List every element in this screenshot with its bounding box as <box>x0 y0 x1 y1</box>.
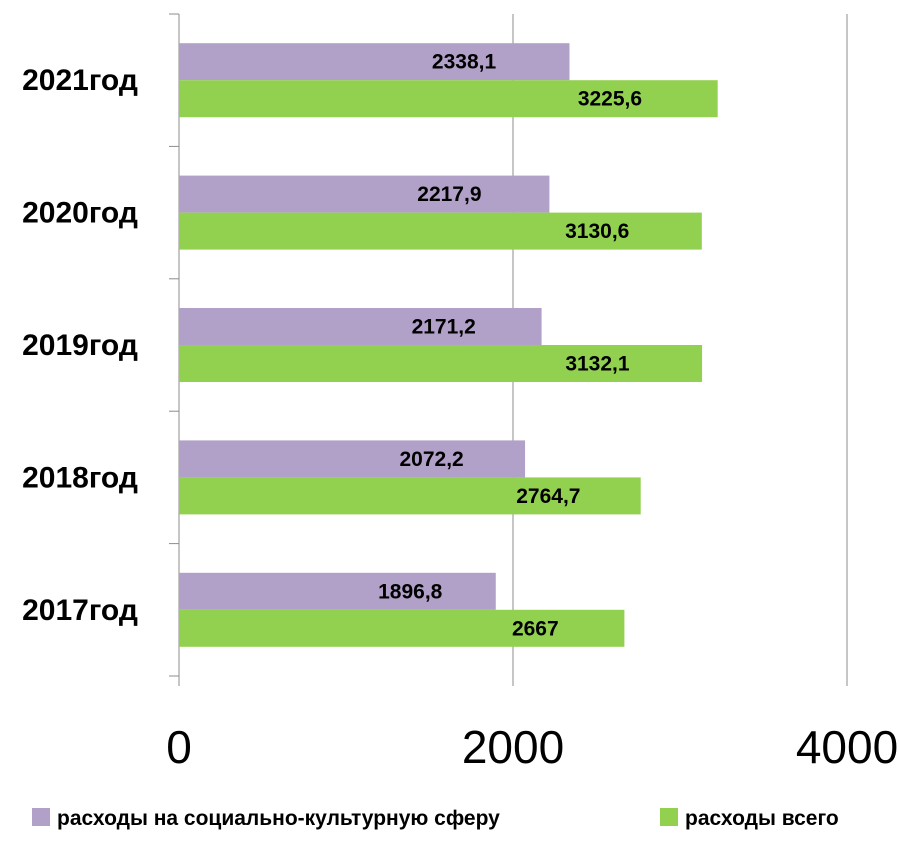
value-labels: 1896,8 2667 2072,2 2764,7 2171,2 3132,1 2217,9… <box>378 51 642 641</box>
category-labels: 2017год 2018год 2019год 2020год 2021год <box>22 64 138 627</box>
value-label-social-cultural: 2171,2 <box>412 316 476 339</box>
value-label-social-cultural: 1896,8 <box>378 580 443 603</box>
x-tick-label: 4000 <box>796 721 898 773</box>
bar-social-cultural <box>179 175 550 213</box>
category-label: 2017год <box>22 594 138 627</box>
value-label-social-cultural: 2217,9 <box>417 183 481 206</box>
value-label-total: 3130,6 <box>565 220 629 243</box>
bar-social-cultural <box>179 572 496 610</box>
value-label-total: 3225,6 <box>578 88 642 111</box>
value-label-total: 3132,1 <box>565 353 630 376</box>
legend-label-social-cultural: расходы на социально-культурную сферу <box>57 807 500 830</box>
legend-label-total: расходы всего <box>685 807 839 830</box>
x-tick-label: 0 <box>166 721 192 773</box>
value-label-social-cultural: 2338,1 <box>432 51 497 74</box>
category-label: 2021год <box>22 64 138 97</box>
legend-swatch-total <box>660 808 678 826</box>
value-label-total: 2667 <box>512 617 559 640</box>
bar-total <box>179 80 718 118</box>
bar-total <box>179 609 625 647</box>
value-label-total: 2764,7 <box>516 485 580 508</box>
value-label-social-cultural: 2072,2 <box>400 448 464 471</box>
bar-social-cultural <box>179 43 570 81</box>
x-tick-labels: 0 2000 4000 <box>166 721 898 773</box>
legend: расходы на социально-культурную сферу рас… <box>32 807 839 830</box>
category-label: 2019год <box>22 329 138 362</box>
bar-total <box>179 212 702 250</box>
category-label: 2020год <box>22 197 138 230</box>
category-axis <box>169 13 180 686</box>
bar-total <box>179 345 703 382</box>
x-tick-label: 2000 <box>462 721 564 773</box>
bar-social-cultural <box>179 440 526 478</box>
bars <box>179 43 718 647</box>
bar-total <box>179 477 641 515</box>
category-label: 2018год <box>22 461 138 494</box>
bar-social-cultural <box>179 308 542 345</box>
legend-swatch-social-cultural <box>32 808 50 826</box>
